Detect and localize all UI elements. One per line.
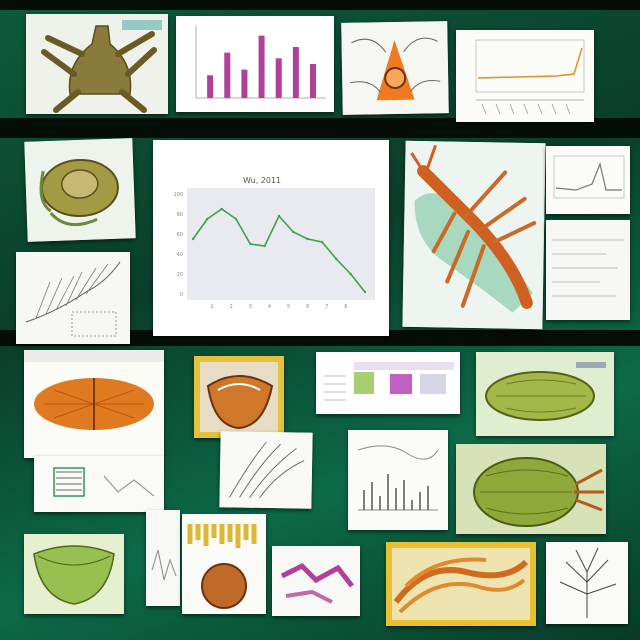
scallop-illustration [24,350,164,458]
y-tick-label: 80 [177,212,183,218]
bar-card-yellow [182,514,266,614]
small-line-chart [456,30,594,122]
sketch-card-tree [546,542,628,624]
bar [275,58,282,98]
diagram-card-orange [341,21,449,115]
y-tick-label: 40 [177,252,183,258]
shell-illustration [200,362,278,432]
x-tick-label: 7 [325,304,328,310]
specimen-card-pinecone [456,444,606,534]
specimen-card-yellow [194,356,284,438]
y-tick-label: 100 [173,192,183,198]
chart-point [363,290,367,294]
notes-diagram [546,220,630,320]
bar [310,64,316,98]
tree-sketch [546,542,628,624]
spike-chart [546,146,630,214]
sketch-card-reeds [219,431,313,509]
reeds-sketch [219,431,313,509]
narrow-note-card [146,510,180,606]
yellow-bars-and-shell [182,514,266,614]
bar [241,69,248,98]
x-tick-label: 2 [230,304,233,310]
feather-sketch [16,252,130,344]
lobster-illustration [402,140,546,330]
specimen-card-kelp [386,542,536,626]
narrow-note [146,510,180,606]
chart-point [277,214,281,218]
chart-point [191,237,195,241]
specimen-card-leaf [24,534,124,614]
chart-point [292,230,295,234]
chart-point [320,240,324,244]
histogram-sketch [348,430,448,530]
bar [258,35,265,98]
chart-point [335,257,338,261]
small-diagram [34,456,164,512]
magenta-diagram [272,546,360,616]
x-tick-label: 3 [249,304,252,310]
beetle-illustration [26,14,168,114]
x-tick-label: 1 [211,304,214,310]
x-tick-label: 5 [287,304,290,310]
bar-chart-card [176,16,334,112]
specimen-card-seed [24,138,136,242]
pod-illustration [485,362,606,421]
bar [292,47,299,98]
seed-illustration [24,138,136,242]
chart-point [263,244,266,248]
pinecone-illustration [473,457,604,527]
board-gap [0,118,640,138]
diagram-card-small [34,456,164,512]
data-table-card [316,352,460,414]
main-line-chart-card: Wu, 2011 100 80 60 40 20 0 1 2 3 4 5 6 7 8 [153,140,389,336]
specimen-card-scallop [24,350,164,458]
chart-title: Wu, 2011 [243,176,282,185]
board-gap [0,0,640,10]
kelp-illustration [392,548,530,620]
sketch-card-feather [16,252,130,344]
bar [224,52,231,98]
main-line-chart: 100 80 60 40 20 0 1 2 3 4 5 6 7 8 [173,188,375,310]
chart-point [206,217,209,221]
insect-diagram [341,21,449,115]
x-tick-label: 8 [344,304,347,310]
specimen-card-lobster [402,140,546,330]
chart-point [220,207,223,211]
line-chart-card-small [456,30,594,122]
specimen-card-pod [476,352,614,436]
bar [207,75,214,98]
lobster-notes-card [546,220,630,320]
chart-point [249,242,252,246]
specimen-card-beetle [26,14,168,114]
y-tick-label: 0 [180,292,183,298]
x-tick-label: 4 [268,304,271,310]
data-table [316,352,460,414]
chart-point [234,217,238,221]
y-tick-label: 60 [177,232,183,238]
chart-point [306,237,309,241]
leaf-illustration [33,545,115,605]
x-tick-label: 6 [306,304,309,310]
spike-chart-card [546,146,630,214]
bar-chart [176,16,334,112]
y-tick-label: 20 [177,272,183,278]
chart-card-histogram [348,430,448,530]
magenta-diagram-card [272,546,360,616]
chart-point [349,272,352,276]
